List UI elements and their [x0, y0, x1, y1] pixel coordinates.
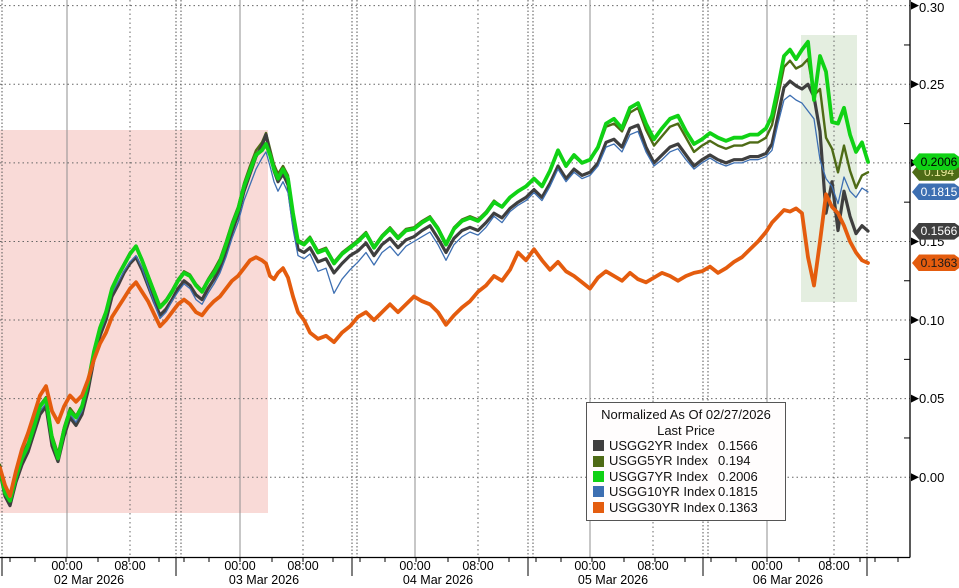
series-line-USGG10YR	[0, 94, 869, 499]
date-label: 04 Mar 2026	[402, 573, 474, 587]
time-label-0000: 00:00	[751, 559, 783, 573]
price-tag-USGG2YR: 0.1566	[912, 222, 959, 240]
price-tag-USGG30YR: 0.1363	[912, 254, 959, 272]
legend-series-name: USGG5YR Index	[609, 453, 708, 469]
legend-row: USGG2YR Index 0.1566	[587, 438, 785, 453]
time-label-0000: 00:00	[224, 559, 256, 573]
series-line-USGG30YR	[0, 192, 870, 499]
price-tag-USGG10YR: 0.1815	[912, 183, 959, 201]
legend-series-value: 0.1815	[718, 484, 758, 500]
time-label-0800: 08:00	[462, 559, 494, 573]
y-major-tick-arrow	[911, 80, 919, 89]
date-label: 05 Mar 2026	[577, 573, 649, 587]
legend-series-value: 0.2006	[718, 468, 758, 484]
legend-row: USGG7YR Index 0.2006	[587, 469, 785, 484]
legend-row: USGG5YR Index 0.194	[587, 453, 785, 468]
legend-series-name: USGG30YR Index	[609, 499, 716, 515]
pink-highlight	[0, 130, 268, 513]
legend-subtitle: Last Price	[657, 422, 715, 438]
y-tick-label: 0.00	[919, 469, 945, 485]
legend-swatch-USGG10YR	[593, 486, 604, 498]
legend-series-value: 0.194	[718, 453, 751, 469]
y-tick-label: 0.05	[919, 391, 945, 407]
time-label-0800: 08:00	[287, 559, 319, 573]
y-major-tick-arrow	[911, 1, 919, 10]
legend-row: USGG30YR Index 0.1363	[587, 500, 785, 515]
legend-series-name: USGG7YR Index	[609, 468, 708, 484]
date-label: 03 Mar 2026	[228, 573, 300, 587]
legend-swatch-USGG2YR	[593, 440, 604, 452]
legend-swatch-USGG5YR	[593, 455, 604, 467]
legend-title: Normalized As Of 02/27/2026	[601, 407, 771, 422]
legend: Normalized As Of 02/27/2026 Last Price U…	[586, 402, 786, 522]
time-label-0800: 08:00	[637, 559, 669, 573]
y-tick-label: 0.10	[919, 312, 945, 328]
legend-series-value: 0.1566	[718, 438, 758, 453]
price-tag-USGG7YR: 0.2006	[912, 153, 959, 171]
time-label-0800: 08:00	[114, 559, 146, 573]
y-tick-label: 0.25	[919, 76, 945, 92]
y-major-tick-arrow	[911, 316, 919, 325]
y-major-tick-arrow	[911, 394, 919, 403]
y-tick-label: 0.30	[919, 0, 945, 15]
date-label: 06 Mar 2026	[752, 573, 824, 587]
legend-series-name: USGG10YR Index	[609, 484, 716, 500]
legend-series-name: USGG2YR Index	[609, 438, 708, 453]
date-label: 02 Mar 2026	[53, 573, 125, 587]
series-line-USGG7YR	[0, 39, 870, 503]
time-label-0800: 08:00	[818, 559, 850, 573]
series-line-USGG2YR	[0, 79, 870, 508]
legend-swatch-USGG30YR	[593, 501, 604, 513]
legend-rows: USGG2YR Index 0.1566 USGG5YR Index 0.194 USG…	[587, 438, 785, 515]
time-label-0000: 00:00	[51, 559, 83, 573]
time-label-0000: 00:00	[399, 559, 431, 573]
legend-series-value: 0.1363	[718, 499, 758, 515]
y-major-tick-arrow	[911, 473, 919, 482]
legend-row: USGG10YR Index 0.1815	[587, 484, 785, 499]
legend-swatch-USGG7YR	[593, 471, 604, 483]
time-label-0000: 00:00	[574, 559, 606, 573]
y-major-tick-arrow	[911, 237, 919, 246]
